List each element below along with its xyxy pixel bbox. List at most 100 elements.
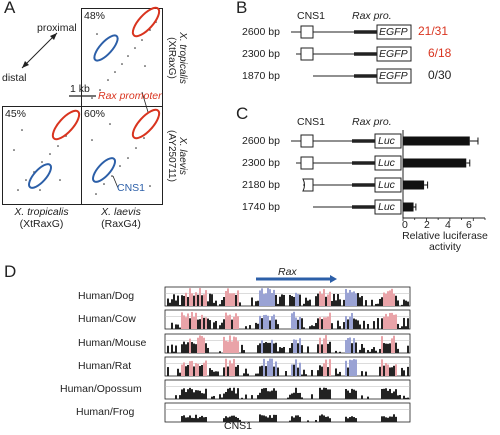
conservation-bar [337, 373, 339, 376]
conservation-bar [237, 341, 239, 353]
conservation-bar [189, 387, 191, 399]
conservation-bar [325, 416, 327, 422]
conservation-bar [233, 316, 235, 329]
conservation-bar [183, 362, 185, 376]
conservation-bar [345, 339, 347, 353]
conservation-bar [353, 338, 355, 353]
conservation-bar [389, 416, 391, 422]
conservation-bar [275, 342, 277, 353]
bar-2 [403, 158, 467, 168]
conservation-bar [211, 294, 213, 306]
cns1-ellipse-right [92, 157, 116, 183]
conservation-bar [229, 314, 231, 329]
conservation-bar [343, 322, 345, 329]
conservation-bar [209, 293, 211, 306]
conservation-bar [307, 300, 309, 306]
conservation-bar [297, 343, 299, 353]
conservation-bar [329, 359, 331, 376]
conservation-bar [379, 348, 381, 353]
conservation-bar [313, 326, 315, 329]
conservation-bar [389, 343, 391, 353]
conservation-bar [271, 339, 273, 353]
d-row2-label: Human/Cow [78, 313, 136, 325]
conservation-bar [303, 303, 305, 306]
conservation-bar [351, 416, 353, 422]
conservation-bar [225, 416, 227, 422]
conservation-bar [261, 365, 263, 376]
conservation-bar [331, 300, 333, 306]
conservation-bar [175, 345, 177, 353]
conservation-bar [221, 322, 223, 329]
conservation-bar [367, 350, 369, 353]
conservation-bar [315, 322, 317, 329]
conservation-bar [273, 289, 275, 306]
panel-d-label: D [4, 262, 17, 281]
conservation-bar [273, 314, 275, 329]
conservation-bar [189, 361, 191, 376]
conservation-bar [351, 343, 353, 353]
conservation-bar [187, 313, 189, 329]
conservation-bar [315, 296, 317, 306]
x-left-species: X. tropicalis [14, 206, 69, 218]
conservation-bar [325, 317, 327, 329]
conservation-bar [311, 325, 313, 329]
conservation-bar [359, 349, 361, 353]
conservation-bar [193, 295, 195, 306]
conservation-bar [277, 351, 279, 353]
cns1-ellipse-left [28, 163, 52, 189]
conservation-bar [173, 294, 175, 306]
conservation-bar [309, 299, 311, 306]
conservation-bar [295, 415, 297, 422]
conservation-bar [275, 390, 277, 399]
conservation-bar [191, 312, 193, 329]
conservation-bar [229, 335, 231, 353]
conservation-bar [399, 327, 401, 329]
conservation-bar [197, 294, 199, 306]
dotplot-bottom-right [81, 106, 163, 205]
conservation-bar [379, 366, 381, 376]
conservation-bar [267, 342, 269, 353]
conservation-bar [231, 390, 233, 399]
conservation-bar [257, 373, 259, 376]
conservation-bar [403, 317, 405, 329]
c-row3-size: 2180 bp [242, 179, 280, 191]
conservation-bar [387, 316, 389, 329]
conservation-bar [233, 415, 235, 422]
conservation-bar [219, 351, 221, 353]
conservation-bar [187, 364, 189, 376]
conservation-bar [243, 373, 245, 376]
conservation-bar [315, 420, 317, 422]
conservation-bar [385, 388, 387, 399]
conservation-bar [257, 323, 259, 329]
conservation-bar [183, 295, 185, 306]
conservation-bar [393, 391, 395, 399]
panel-a-label: A [4, 0, 16, 17]
conservation-bar [407, 397, 409, 399]
conservation-bar [383, 388, 385, 399]
conservation-bar [207, 318, 209, 329]
c-row1-size: 2600 bp [242, 135, 280, 147]
conservation-bar [197, 337, 199, 353]
conservation-bar [201, 415, 203, 422]
conservation-bar [261, 288, 263, 306]
conservation-bar [393, 335, 395, 353]
conservation-bar [323, 338, 325, 353]
conservation-bar [377, 303, 379, 306]
conservation-bar [273, 388, 275, 399]
pct-top-label: 48% [84, 10, 106, 22]
conservation-bar [223, 418, 225, 422]
conservation-bar [179, 304, 181, 306]
conservation-bar [225, 391, 227, 399]
conservation-bar [353, 318, 355, 329]
conservation-bar [229, 360, 231, 376]
conservation-bar [349, 316, 351, 329]
conservation-bar [361, 395, 363, 399]
conservation-bar [251, 297, 253, 306]
conservation-bar [381, 318, 383, 329]
panel-b-label: B [236, 0, 248, 17]
conservation-bar [335, 300, 337, 306]
conservation-bar [273, 414, 275, 422]
conservation-bar [267, 288, 269, 306]
conservation-bar [263, 415, 265, 422]
c-tick-2: 2 [424, 219, 430, 231]
